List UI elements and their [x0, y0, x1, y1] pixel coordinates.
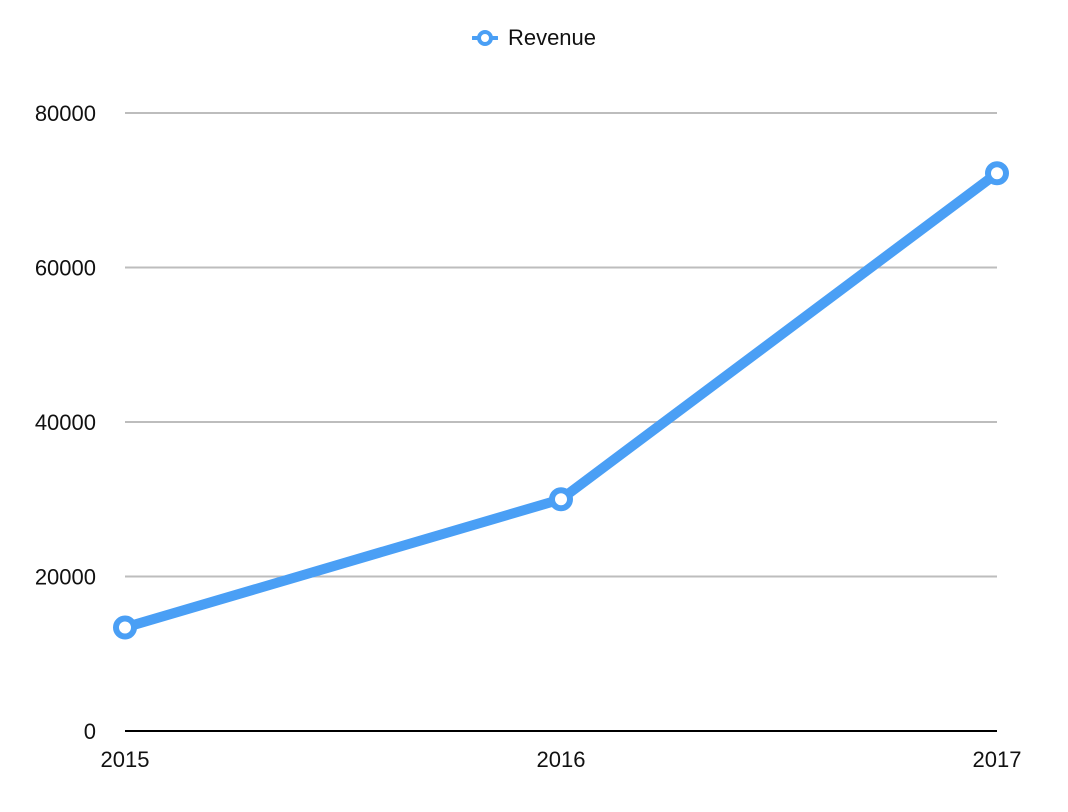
- data-point: [985, 161, 1009, 186]
- y-tick-label: 80000: [35, 101, 96, 126]
- x-tick-label: 2015: [101, 747, 150, 772]
- series-revenue: [113, 161, 1009, 640]
- series-line: [120, 168, 1002, 633]
- chart-legend: Revenue: [0, 22, 1068, 54]
- legend-marker-icon: [471, 30, 498, 46]
- data-point: [113, 615, 137, 640]
- x-axis-ticks: 2015 2016 2017: [101, 747, 1022, 772]
- gridlines: [125, 112, 997, 732]
- legend-label: Revenue: [507, 25, 597, 50]
- y-tick-label: 60000: [35, 256, 96, 281]
- y-axis-ticks: 0 20000 40000 60000 80000: [35, 101, 96, 744]
- legend-item-revenue: Revenue: [471, 25, 597, 51]
- y-tick-label: 40000: [35, 410, 96, 435]
- y-tick-label: 0: [84, 719, 96, 744]
- x-tick-label: 2017: [973, 747, 1022, 772]
- data-point: [549, 487, 573, 512]
- y-tick-label: 20000: [35, 565, 96, 590]
- x-tick-label: 2016: [537, 747, 586, 772]
